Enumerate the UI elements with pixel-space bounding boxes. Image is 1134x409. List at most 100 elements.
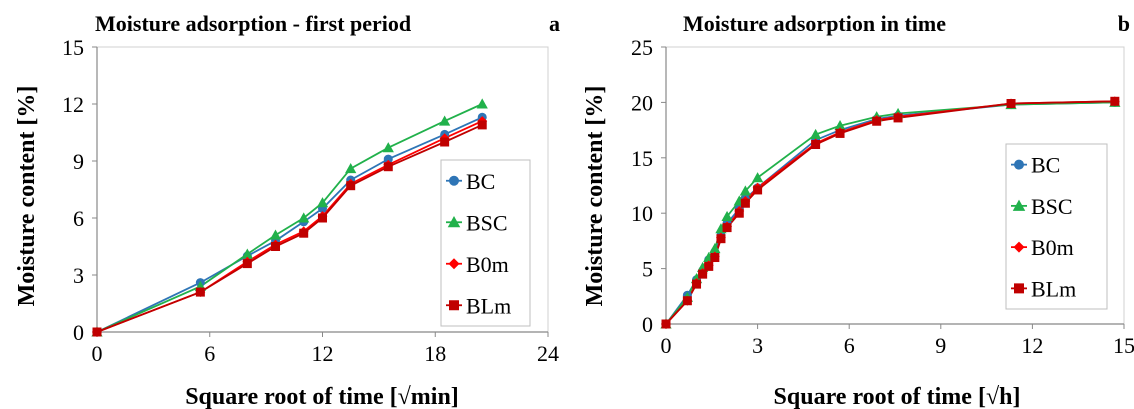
chart-a-point-blm [92,327,102,337]
chart-a-point-blm [299,228,309,238]
chart-b-x-tick-label: 9 [935,333,946,358]
chart-a-legend-label-blm: BLm [466,293,511,318]
chart-a-point-blm [440,137,450,147]
chart-a-y-tick-label: 0 [73,320,84,345]
chart-a-y-tick-label: 3 [73,263,84,288]
chart-b-legend-marker-bc [1014,159,1024,170]
chart-a-y-tick-label: 9 [73,149,84,174]
chart-a-y-tick-label: 15 [62,35,84,60]
chart-b-point-bsc [739,185,752,196]
chart-a-legend-box [440,159,531,327]
chart-b-y-tick-label: 25 [631,35,653,60]
chart-b-point-blm [716,234,726,244]
chart-a-x-tick-label: 0 [92,341,103,366]
chart-b-point-blm [740,198,750,208]
chart-a-point-blm [346,181,356,191]
chart-b-plot: 0 3 6 9 12 15 0 5 10 15 20 25 BC BSC B0m BLm [631,35,1134,358]
chart-a-legend-marker-blm [449,300,459,311]
chart-a-x-tick-label: 24 [537,341,559,366]
chart-b-point-blm [704,261,714,271]
chart-a-point-bsc [345,162,357,174]
chart-b-point-blm [710,253,720,263]
chart-b-legend-label-bsc: BSC [1031,194,1073,219]
chart-a-legend-label-bc: BC [466,169,495,194]
chart-b-point-blm [835,128,845,138]
chart-a-point-blm [242,259,252,269]
chart-b-point-bsc [721,210,733,222]
chart-a-ylabel: Moisture content [%] [14,86,40,307]
chart-b-ylabel: Moisture content [%] [582,86,608,307]
chart-a-point-blm [271,242,281,251]
chart-a-point-bsc [382,142,394,153]
chart-b-x-tick-label: 6 [844,333,855,358]
chart-b-point-blm [692,279,702,289]
chart-a-legend-marker-bsc [447,216,461,228]
chart-b-point-blm [893,113,903,123]
chart-b-x-tick-label: 15 [1113,333,1134,358]
chart-b-point-blm [753,185,763,195]
chart-b-x-tick-label: 0 [661,333,672,358]
chart-a-y-tick-label: 12 [62,92,84,117]
chart-a-y-tick-label: 6 [73,206,84,231]
chart-b-title: Moisture adsorption in time [683,11,946,36]
chart-b-y-tick-label: 20 [631,90,653,115]
chart-b-legend-marker-b0m [1013,241,1025,253]
chart-a-legend-label-b0m: B0m [466,252,509,277]
chart-b-point-blm [661,319,671,329]
chart-a-point-blm [477,120,487,130]
chart-b-x-tick-label: 12 [1021,333,1043,358]
chart-a-x-tick-label: 18 [424,341,446,366]
chart-a: Moisture adsorption - first period a Squ… [14,11,560,409]
chart-b-legend-label-bc: BC [1031,153,1060,178]
chart-a-point-bsc [298,212,310,223]
chart-b-y-tick-label: 15 [631,146,653,171]
chart-b-xlabel: Square root of time [√h] [774,384,1021,409]
chart-a-x-tick-label: 6 [204,341,215,366]
chart-b-panel-letter: b [1118,11,1130,36]
chart-b-y-tick-label: 5 [642,257,653,282]
chart-b: Moisture adsorption in time b Square roo… [582,11,1134,409]
chart-a-legend-marker-bc [449,175,459,186]
chart-b-point-blm [811,140,821,150]
chart-a-xlabel: Square root of time [√min] [185,384,459,409]
chart-b-point-blm [682,296,692,306]
chart-b-legend-label-b0m: B0m [1031,235,1074,260]
chart-a-legend-marker-b0m [448,258,460,270]
chart-a-point-bsc [476,98,488,109]
chart-a-legend-label-bsc: BSC [466,210,508,235]
chart-a-x-tick-label: 12 [312,341,334,366]
chart-b-point-blm [722,223,732,233]
chart-b-legend-marker-bsc [1012,199,1026,211]
chart-b-legend-label-blm: BLm [1031,276,1076,301]
chart-a-point-blm [383,162,393,172]
chart-a-point-blm [318,213,327,223]
chart-b-legend: BC BSC B0m BLm [1005,143,1108,310]
chart-b-point-blm [734,208,744,218]
chart-a-panel-letter: a [549,11,560,36]
chart-a-point-blm [195,287,205,297]
chart-b-point-bsc [834,120,846,131]
chart-b-legend-box [1005,143,1108,310]
chart-b-y-tick-label: 0 [642,312,653,337]
chart-a-series-line-bc [96,116,483,333]
chart-a-point-bsc [269,229,282,240]
chart-b-point-blm [1110,96,1120,106]
chart-b-point-bsc [709,243,721,254]
chart-a-point-bsc [316,197,329,208]
chart-b-point-blm [698,269,708,279]
chart-a-series-line-blm [96,124,483,333]
chart-a-plot: 0 6 12 18 24 0 3 6 9 12 15 BC BSC B0m BLm [62,35,559,366]
chart-b-x-tick-label: 3 [752,333,763,358]
chart-b-point-bsc [809,128,822,140]
chart-a-title: Moisture adsorption - first period [95,11,411,36]
chart-b-point-blm [872,116,882,126]
chart-a-point-bc [383,154,393,164]
chart-b-y-tick-label: 10 [631,201,653,226]
chart-a-point-bsc [241,248,253,259]
chart-a-series-line-bsc [96,103,483,333]
chart-b-point-blm [1006,99,1016,109]
chart-b-legend-marker-blm [1014,283,1024,294]
chart-b-point-bsc [751,172,764,183]
chart-a-point-bsc [439,115,451,126]
